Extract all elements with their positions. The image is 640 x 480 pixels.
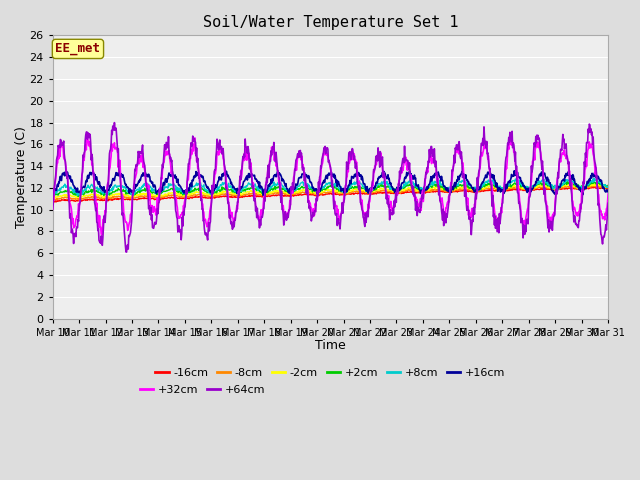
Legend: +32cm, +64cm: +32cm, +64cm: [136, 381, 270, 400]
X-axis label: Time: Time: [315, 339, 346, 352]
Y-axis label: Temperature (C): Temperature (C): [15, 126, 28, 228]
Text: EE_met: EE_met: [56, 42, 100, 55]
Title: Soil/Water Temperature Set 1: Soil/Water Temperature Set 1: [203, 15, 458, 30]
